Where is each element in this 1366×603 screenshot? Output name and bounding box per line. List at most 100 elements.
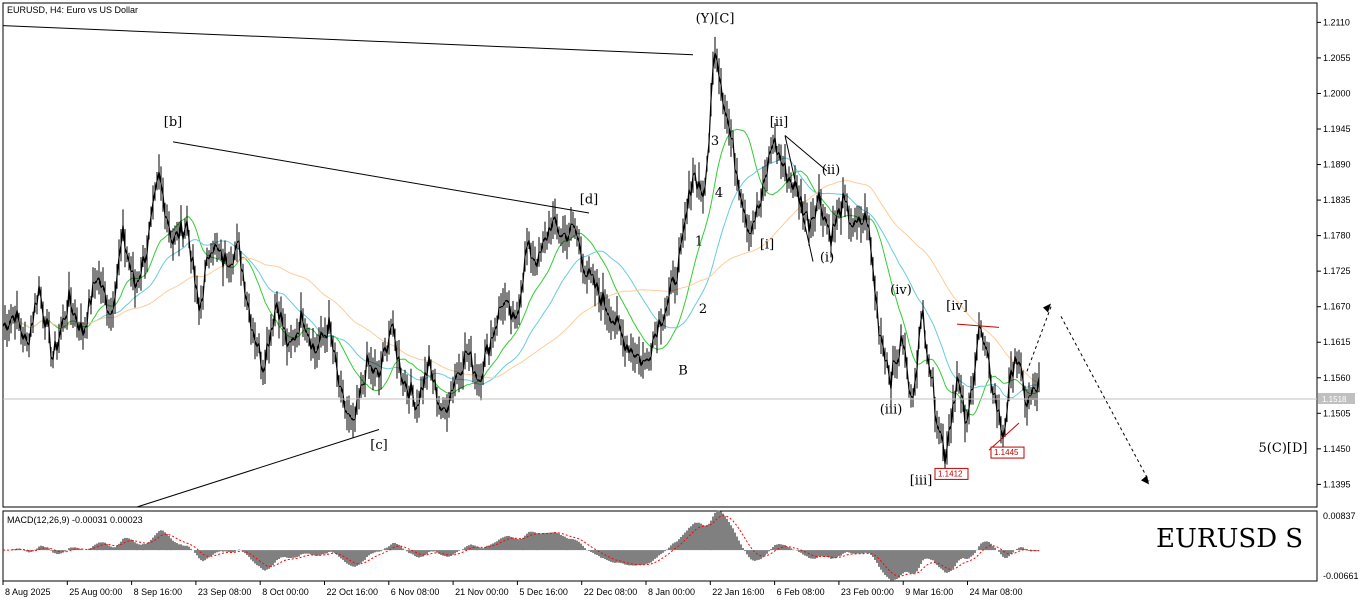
macd-bar: [294, 550, 296, 558]
macd-bar: [360, 550, 362, 563]
macd-bar: [232, 550, 234, 553]
macd-bar: [230, 550, 232, 553]
macd-bar: [392, 543, 394, 551]
macd-bar: [916, 550, 918, 572]
wave-label: 1: [695, 234, 703, 249]
macd-bar: [746, 550, 748, 555]
macd-bar: [930, 550, 932, 560]
macd-bar: [722, 513, 724, 551]
macd-bar: [278, 550, 280, 559]
macd-bar: [100, 542, 102, 551]
macd-bar: [892, 550, 894, 581]
macd-bar: [644, 550, 646, 565]
macd-bar: [642, 550, 644, 565]
macd-bar: [738, 540, 740, 551]
macd-bar: [784, 545, 786, 551]
macd-bar: [254, 550, 256, 564]
macd-bar: [880, 550, 882, 570]
macd-bar: [524, 535, 526, 551]
macd-bar: [338, 550, 340, 557]
macd-bar: [1012, 550, 1014, 553]
macd-bar: [226, 550, 228, 552]
macd-bar: [304, 550, 306, 554]
macd-bar: [690, 526, 692, 551]
macd-bar: [594, 550, 596, 555]
macd-bar: [1020, 547, 1022, 551]
macd-bar: [964, 550, 966, 559]
macd-bar: [608, 550, 610, 561]
macd-bar: [180, 544, 182, 551]
macd-bar: [728, 522, 730, 551]
macd-bar: [134, 542, 136, 551]
macd-bar: [272, 550, 274, 566]
macd-bar: [70, 547, 72, 551]
macd-bar: [848, 550, 850, 553]
macd-bar: [158, 531, 160, 551]
macd-bar: [402, 548, 404, 551]
macd-bar: [132, 540, 134, 551]
macd-bar: [900, 550, 902, 576]
macd-bar: [844, 550, 846, 553]
macd-bar: [140, 544, 142, 551]
price-tick-label: 1.1505: [1323, 408, 1351, 418]
macd-bar: [414, 550, 416, 557]
macd-bar: [12, 549, 14, 551]
macd-bar: [906, 550, 908, 572]
time-tick-label: 22 Jan 16:00: [712, 587, 764, 597]
macd-bar: [894, 550, 896, 580]
macd-bar: [662, 550, 664, 553]
macd-bar: [458, 550, 460, 551]
macd-bar: [168, 535, 170, 551]
macd-bar: [358, 550, 360, 565]
macd-bar: [384, 548, 386, 551]
macd-bar: [474, 545, 476, 551]
macd-bar: [1016, 548, 1018, 551]
macd-bar: [208, 550, 210, 558]
macd-bar: [178, 544, 180, 551]
macd-bar: [592, 550, 594, 553]
wave-label: 4: [715, 186, 723, 201]
macd-indicator: 0.00837 -0.00661: [3, 510, 1359, 581]
macd-bar: [16, 548, 18, 551]
macd-bar: [300, 550, 302, 555]
macd-bar: [856, 550, 858, 554]
macd-bar: [182, 545, 184, 551]
macd-bar: [922, 550, 924, 561]
macd-bar: [1018, 547, 1020, 551]
macd-bar: [614, 550, 616, 563]
macd-bar: [366, 550, 368, 557]
macd-bar: [810, 550, 812, 559]
macd-label: MACD(12,26,9) -0.00031 0.00023: [7, 515, 143, 525]
macd-bar: [146, 543, 148, 551]
wave-label: [ii]: [770, 115, 788, 130]
macd-bar: [38, 546, 40, 551]
price-tick-label: 1.1890: [1323, 160, 1351, 170]
macd-bar: [676, 541, 678, 551]
macd-bar: [984, 541, 986, 551]
macd-bar: [160, 530, 162, 551]
macd-bar: [190, 548, 192, 551]
macd-bar: [544, 532, 546, 551]
macd-bar: [162, 530, 164, 551]
price-level-label: 1.1445: [994, 448, 1019, 457]
macd-bar: [732, 528, 734, 551]
macd-bar: [480, 548, 482, 551]
macd-bar: [686, 530, 688, 551]
macd-bar: [216, 550, 218, 553]
macd-bar: [532, 531, 534, 551]
macd-bar: [982, 542, 984, 551]
macd-bar: [56, 550, 58, 555]
macd-bar: [760, 550, 762, 560]
macd-bar: [974, 550, 976, 553]
macd-bar: [502, 537, 504, 551]
macd-bar: [36, 548, 38, 551]
macd-bar: [564, 536, 566, 551]
macd-bar: [952, 550, 954, 569]
macd-bar: [466, 546, 468, 551]
macd-bar: [44, 547, 46, 551]
macd-panel-frame: [2, 510, 1318, 582]
macd-bar: [376, 550, 378, 552]
macd-bar: [596, 550, 598, 555]
macd-bar: [116, 545, 118, 551]
macd-bar: [334, 550, 336, 554]
